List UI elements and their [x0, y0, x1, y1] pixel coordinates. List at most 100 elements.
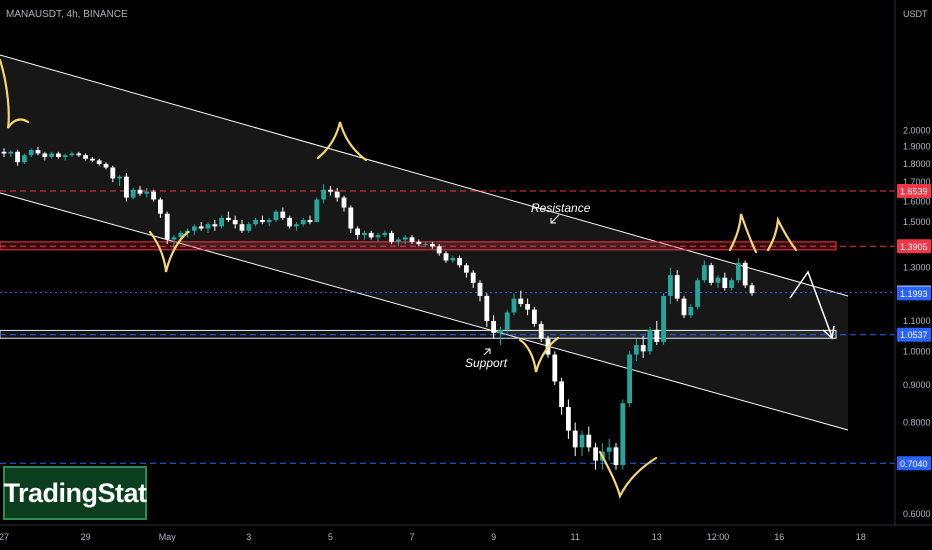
- x-tick-label: 16: [774, 532, 784, 542]
- candle-body: [674, 275, 680, 299]
- channel-lower-line: [0, 192, 849, 431]
- candle-body: [328, 189, 333, 192]
- candle-body: [287, 217, 292, 227]
- candle-body: [130, 189, 136, 198]
- candle-body: [457, 258, 462, 266]
- forecast-arrow-head: [822, 325, 835, 340]
- candle-body: [110, 167, 116, 179]
- candle-body: [661, 295, 666, 342]
- candle-body: [246, 224, 252, 231]
- candle-body: [552, 354, 558, 382]
- candle-body: [525, 304, 530, 310]
- candle-body: [749, 285, 755, 294]
- candle-body: [219, 217, 224, 227]
- candle-body: [205, 224, 211, 229]
- candle-body: [477, 282, 483, 296]
- candle-body: [715, 277, 721, 283]
- candle-body: [491, 320, 496, 333]
- candle-body: [729, 280, 734, 288]
- candle-body: [280, 211, 286, 218]
- y-tick-label: 1.6000: [903, 197, 931, 207]
- candle-body: [382, 232, 388, 236]
- candle-body: [124, 176, 129, 198]
- candle-body: [634, 345, 639, 355]
- candle-body: [396, 239, 401, 242]
- candle-body: [436, 246, 442, 254]
- candle-body: [470, 272, 476, 283]
- candle-body: [171, 237, 177, 240]
- candle-body: [8, 151, 14, 154]
- candle-body: [355, 228, 360, 236]
- x-tick-label: 18: [856, 532, 866, 542]
- channel-upper-line: [0, 54, 849, 297]
- candle-body: [253, 219, 258, 225]
- price-tag-label: 1.0537: [900, 330, 928, 340]
- candle-body: [137, 189, 143, 194]
- y-tick-label: 0.6000: [903, 509, 931, 519]
- symbol-title: MANAUSDT, 4h, BINANCE: [6, 9, 128, 20]
- x-tick-label: 29: [81, 532, 91, 542]
- candle-body: [164, 213, 170, 240]
- candle-body: [90, 158, 95, 161]
- candle-body: [28, 150, 34, 156]
- candle-body: [606, 447, 612, 452]
- price-tag-bg: [897, 456, 931, 471]
- candle-body: [35, 150, 41, 154]
- candle-body: [402, 237, 408, 240]
- candle-body: [593, 447, 598, 461]
- swing-mark-1: [148, 230, 190, 273]
- candle-body: [559, 381, 564, 407]
- candle-body: [69, 153, 75, 156]
- candle-body: [579, 434, 585, 448]
- x-tick-label: 5: [328, 532, 333, 542]
- candle-body: [450, 258, 456, 261]
- candle-body: [695, 280, 700, 307]
- candle-body: [464, 265, 469, 273]
- x-tick-label: 7: [409, 532, 414, 542]
- candle-body: [736, 262, 741, 281]
- candle-body: [300, 219, 306, 225]
- channel-fill: [0, 55, 848, 430]
- candle-body: [49, 153, 54, 157]
- candle-body: [314, 199, 320, 223]
- price-tag-bg: [897, 239, 931, 254]
- candle-body: [260, 219, 265, 223]
- candle-body: [158, 199, 163, 214]
- candle-body: [334, 191, 340, 198]
- candle-body: [96, 160, 102, 164]
- candle-body: [518, 298, 524, 305]
- candle-body: [681, 298, 687, 316]
- price-tag-bg: [897, 286, 931, 301]
- candle-body: [321, 189, 326, 200]
- swing-mark-0: [0, 58, 30, 129]
- candles-group: [1, 146, 755, 470]
- candle-body: [620, 403, 626, 466]
- candle-body: [409, 237, 415, 242]
- price-tag-label: 0.7040: [900, 459, 928, 469]
- candle-body: [232, 219, 238, 225]
- price-tag-label: 1.6539: [900, 186, 928, 196]
- y-tick-label: 1.0000: [903, 346, 931, 356]
- candle-body: [348, 207, 354, 229]
- candle-body: [498, 329, 503, 333]
- x-tick-label: May: [159, 532, 177, 542]
- candle-body: [443, 253, 449, 261]
- candle-body: [640, 345, 646, 352]
- price-tag-bg: [897, 327, 931, 342]
- candle-body: [742, 262, 748, 286]
- x-tick-label: 11: [571, 532, 580, 542]
- y-tick-label: 1.3000: [903, 263, 931, 273]
- swing-mark-3: [518, 336, 560, 373]
- candle-body: [416, 241, 422, 245]
- candle-body: [668, 275, 673, 296]
- candle-body: [103, 163, 109, 168]
- candle-body: [511, 298, 517, 313]
- candle-body: [212, 224, 218, 227]
- price-tag-bg: [897, 183, 931, 198]
- candle-body: [423, 244, 428, 246]
- tradingstat-logo: TradingStat: [3, 466, 147, 520]
- y-tick-label: 0.9000: [903, 380, 931, 390]
- candle-body: [83, 155, 88, 159]
- candle-body: [586, 434, 592, 448]
